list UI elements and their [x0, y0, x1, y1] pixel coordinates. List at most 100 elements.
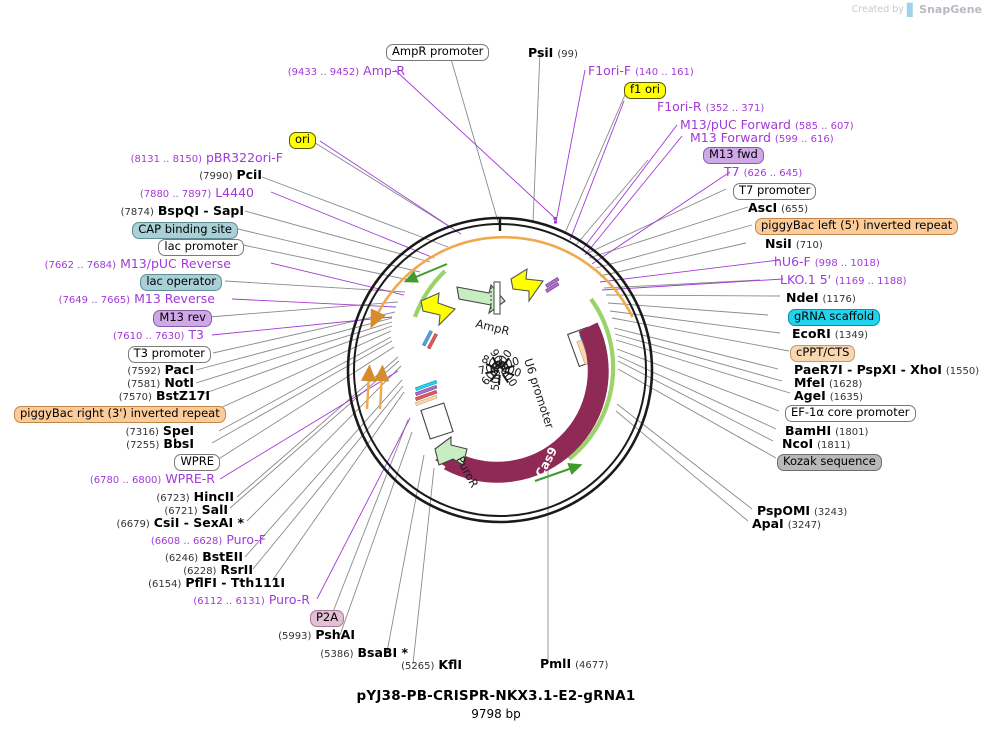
label-ecori[interactable]: EcoRI (1349): [792, 325, 868, 341]
label-nsii[interactable]: NsiI (710): [765, 235, 823, 251]
label-rsrii[interactable]: (6228) RsrII: [40, 561, 253, 577]
chip-label: T7 promoter: [733, 183, 817, 200]
label-position: (140 .. 161): [635, 67, 694, 78]
label-position: (1169 .. 1188): [835, 276, 907, 287]
label-position: (626 .. 645): [743, 168, 803, 179]
label-pspomi[interactable]: PspOMI (3243): [757, 502, 847, 518]
label-noti[interactable]: (7581) NotI: [40, 374, 194, 390]
label-position: (599 .. 616): [774, 134, 834, 145]
label-t3[interactable]: (7610 .. 7630) T3: [40, 326, 204, 342]
label-position: (1176): [822, 294, 856, 305]
label-cppt-cts[interactable]: cPPT/CTS: [790, 343, 856, 362]
label-bstz17i[interactable]: (7570) BstZ17I: [40, 387, 210, 403]
label-text: PmlI: [540, 656, 572, 671]
label-wpre-r[interactable]: (6780 .. 6800) WPRE-R: [40, 470, 215, 486]
label-lac-operator[interactable]: lac operator: [40, 272, 222, 291]
label-position: (1550): [945, 366, 980, 377]
tick-label-group: 1000 2000 3000 4000 5000 6000 7000 8000 …: [477, 347, 523, 391]
label-ef1a-core-promoter[interactable]: EF-1α core promoter: [785, 403, 916, 422]
label-text: NotI: [164, 375, 194, 390]
label-text: Puro-R: [268, 592, 310, 607]
label-text: Puro-F: [226, 532, 266, 547]
label-t7-promoter[interactable]: T7 promoter: [733, 181, 817, 200]
label-asci[interactable]: AscI (655): [748, 199, 808, 215]
label-m13-puc-reverse[interactable]: (7662 .. 7684) M13/pUC Reverse: [10, 255, 231, 271]
label-psii[interactable]: PsiI (99): [528, 44, 578, 60]
label-text: M13 Forward: [690, 130, 771, 145]
label-m13-rev[interactable]: M13 rev: [40, 308, 212, 327]
label-f1ori-r[interactable]: F1ori-R (352 .. 371): [657, 98, 764, 114]
label-f1ori-f[interactable]: F1ori-F (140 .. 161): [588, 62, 694, 78]
label-position: (99): [557, 49, 578, 60]
label-lko1-5[interactable]: LKO.1 5' (1169 .. 1188): [780, 271, 907, 287]
label-ampr-promoter[interactable]: AmpR promoter: [386, 42, 490, 61]
label-ncoi[interactable]: NcoI (1811): [782, 435, 850, 451]
chip-label: CAP binding site: [132, 222, 238, 239]
label-text: EcoRI: [792, 326, 831, 341]
label-bspqi-sapi[interactable]: (7874) BspQI - SapI: [40, 202, 244, 218]
label-position: (7880 .. 7897): [139, 189, 212, 200]
label-m13-reverse[interactable]: (7649 .. 7665) M13 Reverse: [40, 290, 215, 306]
label-csii-sexai[interactable]: (6679) CsiI - SexAI *: [40, 514, 244, 530]
label-f1-ori[interactable]: f1 ori: [624, 80, 666, 99]
label-ori[interactable]: ori: [289, 130, 316, 149]
label-agei[interactable]: AgeI (1635): [794, 387, 863, 403]
label-position: (655): [781, 204, 809, 215]
label-pcii[interactable]: (7990) PciI: [40, 166, 262, 182]
label-piggybac-left[interactable]: piggyBac left (5') inverted repeat: [755, 216, 959, 235]
label-l4440[interactable]: (7880 .. 7897) L4440: [40, 184, 254, 200]
tick-label: 5000: [489, 362, 504, 391]
label-grna-scaffold[interactable]: gRNA scaffold: [788, 307, 881, 326]
label-p2a[interactable]: P2A: [310, 608, 345, 627]
label-bamhi[interactable]: BamHI (1801): [785, 422, 868, 438]
label-cap-binding-site[interactable]: CAP binding site: [40, 220, 238, 239]
label-text: KflI: [438, 657, 462, 672]
label-m13-fwd[interactable]: M13 fwd: [703, 145, 764, 164]
label-pbr322ori-f[interactable]: (8131 .. 8150) pBR322ori-F: [40, 149, 283, 165]
label-hu6-f[interactable]: hU6-F (998 .. 1018): [774, 253, 880, 269]
label-bsabi[interactable]: (5386) BsaBI *: [160, 644, 408, 660]
label-paer7i-pspxi-xhoi[interactable]: PaeR7I - PspXI - XhoI (1550): [794, 361, 979, 377]
label-bstei[interactable]: (6246) BstEII: [40, 548, 243, 564]
label-m13-puc-forward[interactable]: M13/pUC Forward (585 .. 607): [680, 116, 854, 132]
chip-label: AmpR promoter: [386, 44, 490, 61]
label-position: (9433 .. 9452): [287, 67, 360, 78]
label-ndei[interactable]: NdeI (1176): [786, 289, 856, 305]
label-position: (5386): [320, 649, 354, 660]
label-position: (3247): [787, 520, 821, 531]
label-sali[interactable]: (6721) SalI: [40, 501, 228, 517]
label-position: (6679): [116, 519, 150, 530]
label-kfli[interactable]: (5265) KflI: [200, 656, 462, 672]
label-hincii[interactable]: (6723) HincII: [40, 488, 234, 504]
label-position: (6228): [183, 566, 217, 577]
label-pmli[interactable]: PmlI (4677): [540, 655, 608, 671]
label-position: (352 .. 371): [705, 103, 765, 114]
label-mfei[interactable]: MfeI (1628): [794, 374, 862, 390]
label-puro-f[interactable]: (6608 .. 6628) Puro-F: [40, 531, 266, 547]
label-t3-promoter[interactable]: T3 promoter: [40, 344, 211, 363]
label-kozak-sequence[interactable]: Kozak sequence: [777, 452, 882, 471]
label-position: (1811): [817, 440, 851, 451]
label-text: PsiI: [528, 45, 554, 60]
label-amp-r[interactable]: (9433 .. 9452) Amp-R: [177, 62, 405, 78]
label-text: ApaI: [752, 516, 784, 531]
label-spei[interactable]: (7316) SpeI: [40, 422, 194, 438]
label-apai[interactable]: ApaI (3247): [752, 515, 821, 531]
label-position: (1801): [835, 427, 869, 438]
chip-label: EF-1α core promoter: [785, 405, 916, 422]
label-piggybac-right[interactable]: piggyBac right (3') inverted repeat: [14, 404, 226, 423]
label-position: (7255): [126, 440, 160, 451]
label-position: (7990): [199, 171, 233, 182]
label-lac-promoter[interactable]: lac promoter: [40, 237, 244, 256]
label-pflfi-tth111i[interactable]: (6154) PflFI - Tth111I: [40, 574, 285, 590]
plasmid-title-block: pYJ38-PB-CRISPR-NKX3.1-E2-gRNA1 9798 bp: [0, 688, 992, 721]
label-puro-r[interactable]: (6112 .. 6131) Puro-R: [40, 591, 310, 607]
label-paci[interactable]: (7592) PacI: [40, 361, 194, 377]
label-position: (7874): [120, 207, 154, 218]
label-m13-forward[interactable]: M13 Forward (599 .. 616): [690, 129, 834, 145]
label-wpre[interactable]: WPRE: [40, 452, 220, 471]
label-pshai[interactable]: (5993) PshAI: [130, 626, 355, 642]
label-t7[interactable]: T7 (626 .. 645): [724, 163, 802, 179]
label-bbsi[interactable]: (7255) BbsI: [40, 435, 194, 451]
